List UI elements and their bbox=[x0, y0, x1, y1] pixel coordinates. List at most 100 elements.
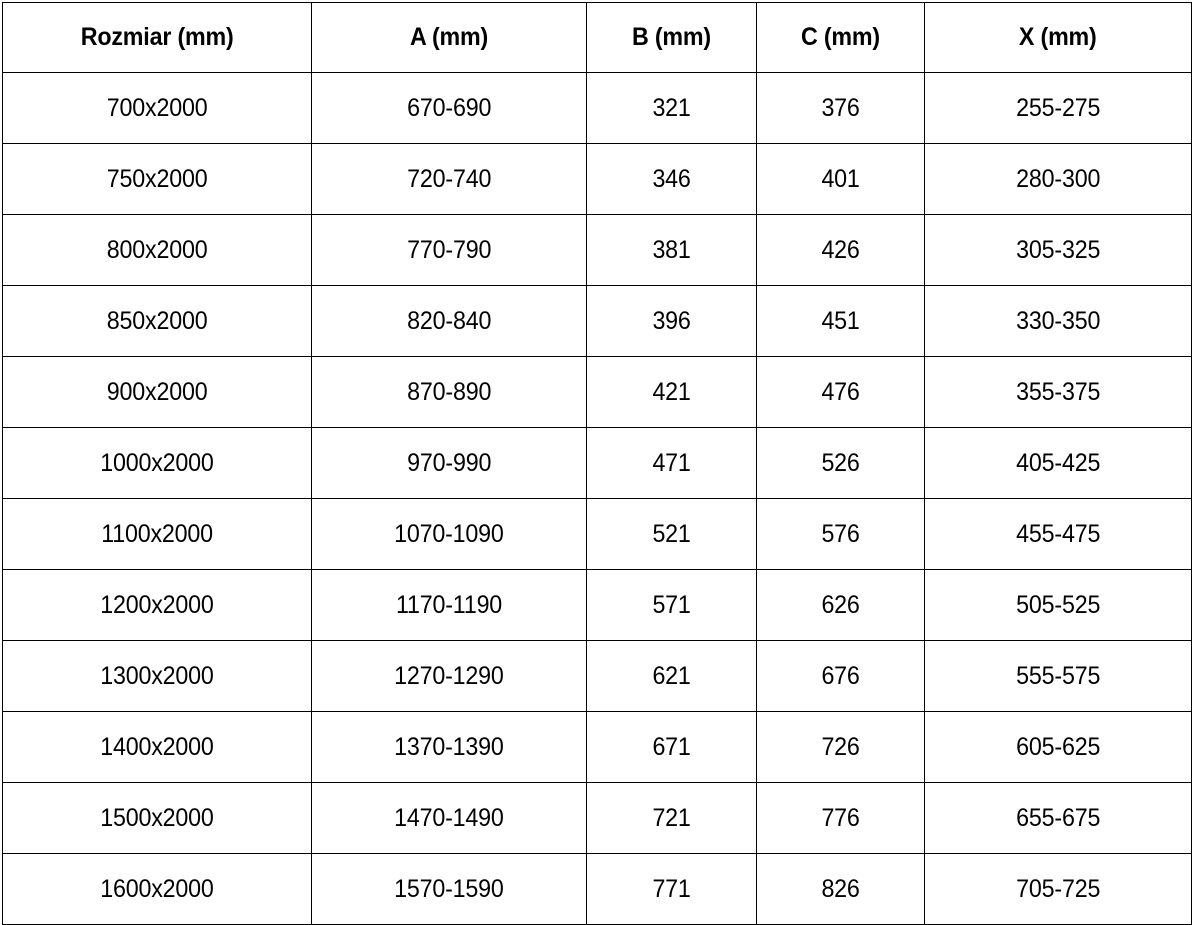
cell-x-value: 305-325 bbox=[1015, 235, 1101, 264]
cell-a-value: 870-890 bbox=[406, 377, 492, 406]
cell-x: 280-300 bbox=[924, 143, 1192, 215]
cell-size: 1200x2000 bbox=[2, 569, 312, 641]
cell-a-value: 770-790 bbox=[406, 235, 492, 264]
cell-b: 381 bbox=[586, 214, 757, 286]
cell-c-value: 626 bbox=[821, 590, 860, 619]
cell-a: 770-790 bbox=[311, 214, 587, 286]
cell-x: 455-475 bbox=[924, 498, 1192, 570]
cell-size: 850x2000 bbox=[2, 285, 312, 357]
cell-x-value: 555-575 bbox=[1015, 661, 1101, 690]
cell-a: 1070-1090 bbox=[311, 498, 587, 570]
cell-a: 870-890 bbox=[311, 356, 587, 428]
cell-x-value: 280-300 bbox=[1015, 164, 1101, 193]
cell-size: 900x2000 bbox=[2, 356, 312, 428]
cell-size: 750x2000 bbox=[2, 143, 312, 215]
cell-a: 720-740 bbox=[311, 143, 587, 215]
cell-c: 401 bbox=[756, 143, 925, 215]
cell-x-value: 605-625 bbox=[1015, 732, 1101, 761]
cell-b: 771 bbox=[586, 853, 757, 925]
cell-a-value: 1270-1290 bbox=[394, 661, 504, 690]
cell-x-value: 405-425 bbox=[1015, 448, 1101, 477]
cell-b-value: 721 bbox=[652, 803, 691, 832]
cell-b-value: 421 bbox=[652, 377, 691, 406]
table-row: 1400x2000 1370-1390 671 726 605-625 bbox=[2, 711, 1192, 783]
cell-c: 776 bbox=[756, 782, 925, 854]
cell-c-value: 776 bbox=[821, 803, 860, 832]
cell-b: 471 bbox=[586, 427, 757, 499]
column-header-b: B (mm) bbox=[586, 2, 757, 73]
cell-c: 826 bbox=[756, 853, 925, 925]
cell-size-value: 1200x2000 bbox=[100, 590, 214, 619]
cell-b-value: 621 bbox=[652, 661, 691, 690]
cell-b: 396 bbox=[586, 285, 757, 357]
column-header-c-label: C (mm) bbox=[801, 23, 880, 51]
table-row: 1000x2000 970-990 471 526 405-425 bbox=[2, 427, 1192, 499]
cell-x-value: 705-725 bbox=[1015, 874, 1101, 903]
column-header-b-label: B (mm) bbox=[632, 23, 711, 51]
cell-size-value: 750x2000 bbox=[106, 164, 208, 193]
cell-c-value: 826 bbox=[821, 874, 860, 903]
cell-a: 1270-1290 bbox=[311, 640, 587, 712]
table-body: 700x2000 670-690 321 376 255-275 750x200… bbox=[2, 72, 1192, 925]
cell-b: 421 bbox=[586, 356, 757, 428]
cell-c-value: 376 bbox=[821, 93, 860, 122]
cell-b-value: 321 bbox=[652, 93, 691, 122]
table-row: 1300x2000 1270-1290 621 676 555-575 bbox=[2, 640, 1192, 712]
cell-c: 426 bbox=[756, 214, 925, 286]
cell-size: 700x2000 bbox=[2, 72, 312, 144]
column-header-a-label: A (mm) bbox=[409, 23, 489, 51]
cell-c-value: 451 bbox=[821, 306, 860, 335]
column-header-x: X (mm) bbox=[924, 2, 1192, 73]
cell-a-value: 820-840 bbox=[406, 306, 492, 335]
cell-b: 521 bbox=[586, 498, 757, 570]
cell-b: 571 bbox=[586, 569, 757, 641]
cell-x: 330-350 bbox=[924, 285, 1192, 357]
cell-a: 970-990 bbox=[311, 427, 587, 499]
cell-b: 671 bbox=[586, 711, 757, 783]
cell-c: 476 bbox=[756, 356, 925, 428]
cell-c-value: 476 bbox=[821, 377, 860, 406]
cell-b-value: 571 bbox=[652, 590, 691, 619]
cell-x: 605-625 bbox=[924, 711, 1192, 783]
cell-size-value: 800x2000 bbox=[106, 235, 208, 264]
table-row: 850x2000 820-840 396 451 330-350 bbox=[2, 285, 1192, 357]
cell-a: 670-690 bbox=[311, 72, 587, 144]
table-row: 800x2000 770-790 381 426 305-325 bbox=[2, 214, 1192, 286]
cell-x: 505-525 bbox=[924, 569, 1192, 641]
cell-c: 451 bbox=[756, 285, 925, 357]
cell-size: 1300x2000 bbox=[2, 640, 312, 712]
cell-x: 405-425 bbox=[924, 427, 1192, 499]
cell-a-value: 670-690 bbox=[406, 93, 492, 122]
cell-c-value: 401 bbox=[821, 164, 860, 193]
cell-x: 355-375 bbox=[924, 356, 1192, 428]
cell-x: 305-325 bbox=[924, 214, 1192, 286]
cell-b-value: 521 bbox=[652, 519, 691, 548]
cell-size: 1600x2000 bbox=[2, 853, 312, 925]
cell-size-value: 1400x2000 bbox=[100, 732, 214, 761]
cell-x-value: 455-475 bbox=[1015, 519, 1101, 548]
table-header-row: Rozmiar (mm) A (mm) B (mm) C (mm) X (mm) bbox=[2, 2, 1192, 73]
cell-size-value: 1500x2000 bbox=[100, 803, 214, 832]
table-row: 1600x2000 1570-1590 771 826 705-725 bbox=[2, 853, 1192, 925]
column-header-a: A (mm) bbox=[311, 2, 587, 73]
column-header-c: C (mm) bbox=[756, 2, 925, 73]
column-header-size-label: Rozmiar (mm) bbox=[80, 23, 234, 51]
cell-x-value: 655-675 bbox=[1015, 803, 1101, 832]
cell-size-value: 700x2000 bbox=[106, 93, 208, 122]
table-row: 1500x2000 1470-1490 721 776 655-675 bbox=[2, 782, 1192, 854]
cell-c-value: 576 bbox=[821, 519, 860, 548]
cell-x: 255-275 bbox=[924, 72, 1192, 144]
table-header: Rozmiar (mm) A (mm) B (mm) C (mm) X (mm) bbox=[2, 2, 1192, 73]
cell-size-value: 850x2000 bbox=[106, 306, 208, 335]
cell-a: 820-840 bbox=[311, 285, 587, 357]
table-row: 700x2000 670-690 321 376 255-275 bbox=[2, 72, 1192, 144]
cell-x-value: 255-275 bbox=[1015, 93, 1101, 122]
cell-c: 676 bbox=[756, 640, 925, 712]
cell-b-value: 771 bbox=[652, 874, 691, 903]
cell-a-value: 720-740 bbox=[406, 164, 492, 193]
cell-c: 726 bbox=[756, 711, 925, 783]
cell-c: 526 bbox=[756, 427, 925, 499]
cell-b-value: 396 bbox=[652, 306, 691, 335]
